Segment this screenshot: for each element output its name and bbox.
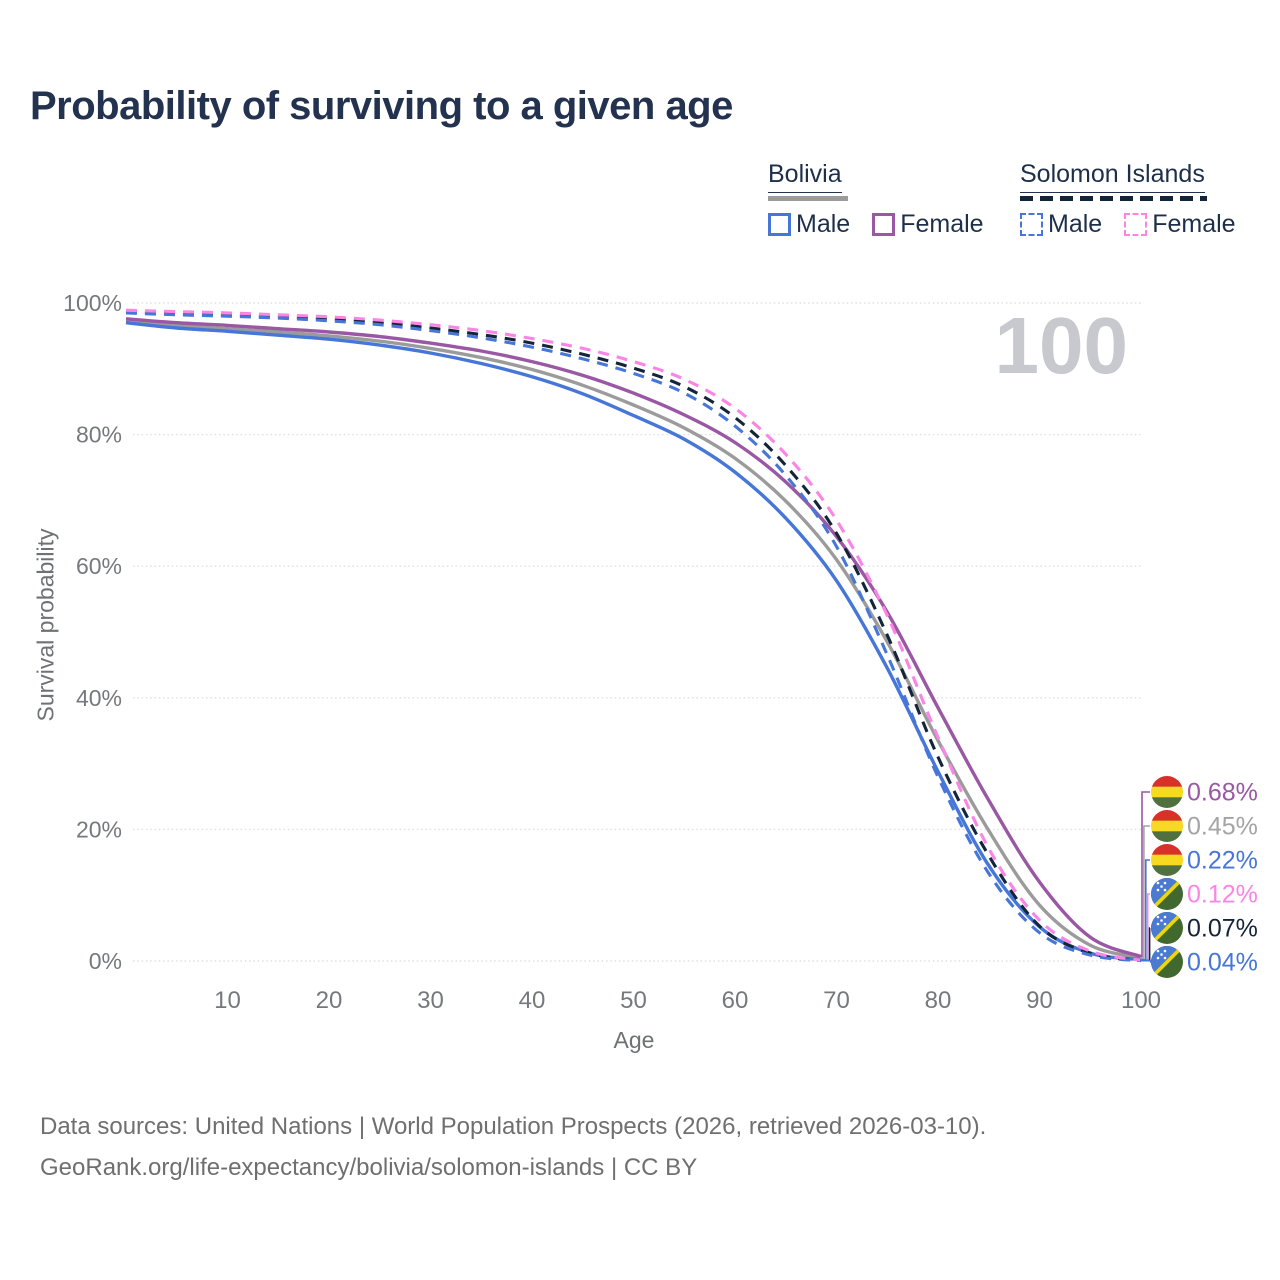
curve-bolivia-female: [125, 317, 1142, 959]
x-axis-title: Age: [613, 1027, 655, 1053]
solomon-islands-both-sexes-line-sample: [1020, 196, 1207, 201]
legend-label-solomon-islands-female: Female: [1152, 210, 1236, 238]
curve-bolivia-both-sexes: [125, 319, 1142, 960]
legend-group-bolivia: Bolivia Male Female: [768, 160, 1006, 239]
y-tick-label: 100%: [63, 290, 122, 316]
end-label-value: 0.12%: [1187, 881, 1258, 909]
x-tick-label: 80: [925, 987, 952, 1014]
curve-bolivia-male: [125, 321, 1142, 962]
y-tick-label: 0%: [89, 948, 122, 974]
end-label-value: 0.45%: [1187, 813, 1258, 841]
solomon-islands-flag-icon: [1151, 912, 1183, 944]
legend-label-solomon-islands-male: Male: [1048, 210, 1103, 238]
x-tick-label: 40: [519, 987, 546, 1014]
y-axis-title: Survival probability: [32, 528, 59, 722]
end-label-connector: [1140, 791, 1150, 958]
y-tick-label: 40%: [76, 685, 122, 711]
end-label-value: 0.07%: [1187, 915, 1258, 943]
solomon-islands-flag-icon: [1151, 946, 1183, 978]
x-tick-label: 90: [1026, 987, 1053, 1014]
bolivia-flag-icon: [1151, 844, 1183, 876]
x-tick-label: 60: [722, 987, 749, 1014]
legend-group-solomon-islands: Solomon Islands Male Female: [1020, 160, 1258, 239]
end-label-connector: [1140, 959, 1153, 963]
curve-solomon-islands-male: [125, 311, 1142, 963]
bolivia-flag-icon: [1151, 810, 1183, 842]
x-tick-label: 30: [417, 987, 444, 1014]
bolivia-both-sexes-line-sample: [768, 196, 848, 201]
curve-solomon-islands-both-sexes: [125, 310, 1142, 963]
y-tick-label: 80%: [76, 422, 122, 448]
end-label-value: 0.22%: [1187, 847, 1258, 875]
end-label-value: 0.04%: [1187, 949, 1258, 977]
end-label-value: 0.68%: [1187, 779, 1258, 807]
bolivia-female-swatch-icon: [872, 212, 896, 236]
page-title: Probability of surviving to a given age: [30, 84, 733, 128]
legend-label-bolivia-male: Male: [796, 209, 851, 238]
x-tick-label: 20: [316, 987, 343, 1014]
source-line-1: Data sources: United Nations | World Pop…: [40, 1113, 987, 1140]
source-line-2: GeoRank.org/life-expectancy/bolivia/solo…: [40, 1154, 698, 1181]
bolivia-male-swatch-icon: [768, 212, 791, 236]
solomon-islands-male-swatch-icon: [1020, 213, 1043, 236]
x-tick-label: 50: [620, 987, 647, 1014]
legend-header-bolivia: Bolivia: [768, 160, 842, 193]
solomon-islands-female-swatch-icon: [1124, 213, 1148, 236]
legend-label-bolivia-female: Female: [900, 209, 984, 238]
source-footer: Data sources: United Nations | World Pop…: [40, 1106, 986, 1188]
curve-solomon-islands-female: [125, 308, 1142, 962]
end-label-connector: [1140, 825, 1150, 959]
x-tick-label: 70: [823, 987, 850, 1014]
solomon-islands-flag-icon: [1151, 878, 1183, 910]
x-tick-label: 10: [214, 987, 241, 1014]
x-tick-label: 100: [1121, 987, 1161, 1014]
y-tick-label: 20%: [76, 816, 122, 842]
watermark-age-100: 100: [995, 301, 1128, 390]
bolivia-flag-icon: [1151, 776, 1183, 808]
y-tick-label: 60%: [76, 553, 122, 579]
legend-header-solomon-islands: Solomon Islands: [1020, 160, 1205, 193]
